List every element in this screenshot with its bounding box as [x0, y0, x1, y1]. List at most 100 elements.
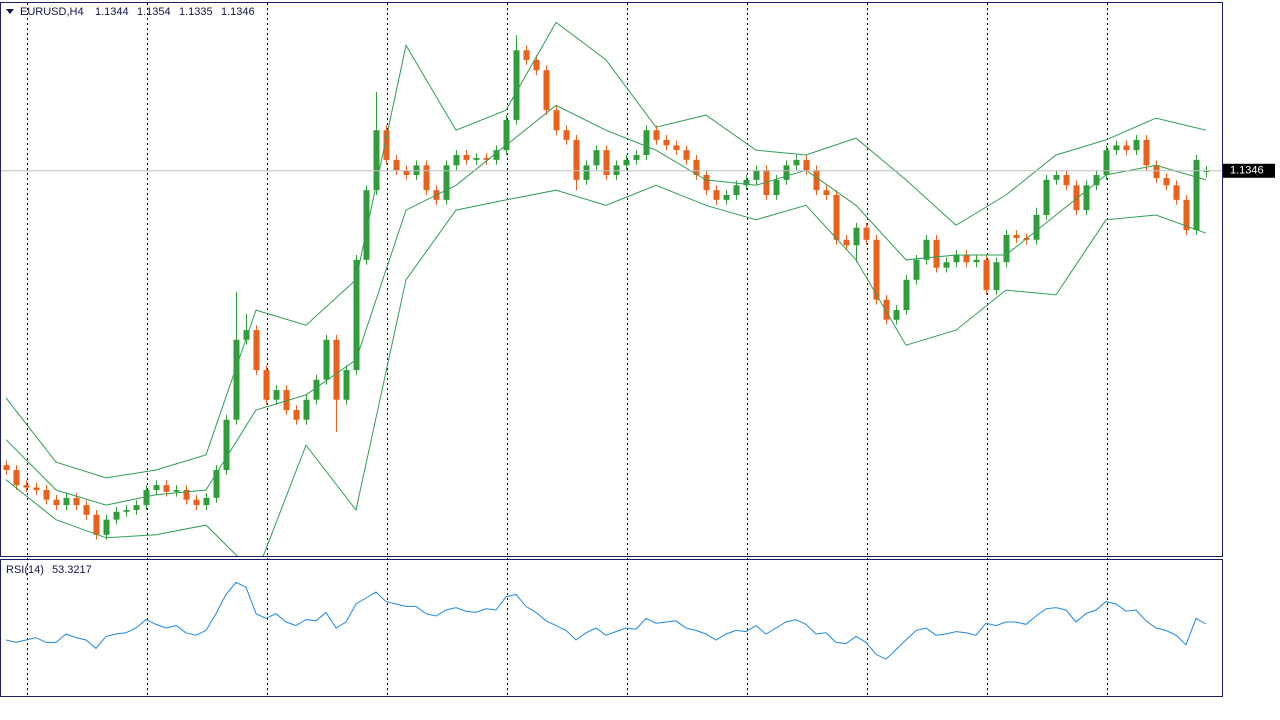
candle-body [753, 170, 760, 180]
candle-body [823, 190, 830, 196]
candle-body [353, 259, 360, 371]
candle-body [693, 159, 700, 176]
candle-body [943, 262, 950, 268]
candle-body [613, 165, 620, 176]
period-separators [27, 3, 1108, 696]
candle-body [333, 339, 340, 400]
candle-body [193, 499, 200, 506]
candle-body [493, 150, 500, 160]
axes-layer: 1.1346 [1223, 163, 1275, 178]
candle-body [213, 469, 220, 498]
candle-body [443, 165, 450, 200]
candle-body [863, 227, 870, 240]
rsi-value: 53.3217 [52, 564, 92, 576]
candle-body [293, 410, 300, 420]
candle-body [583, 165, 590, 180]
candle-body [883, 299, 890, 320]
candle-body [223, 419, 230, 470]
candle-body [623, 159, 630, 166]
candle-body [913, 259, 920, 280]
candle-body [1013, 234, 1020, 239]
candle-body [553, 110, 560, 131]
candle-body [503, 119, 510, 151]
candle-body [603, 150, 610, 176]
candle-body [1173, 185, 1180, 200]
last-price-label: 1.1346 [1230, 165, 1264, 177]
candle-body [1143, 139, 1150, 166]
candle-body [803, 159, 810, 171]
candle-body [973, 259, 980, 263]
candle-body [23, 485, 30, 488]
candle-body [323, 339, 330, 380]
candle-body [673, 145, 680, 151]
candle-body [273, 390, 280, 400]
candle-body [1163, 178, 1170, 186]
candle-body [153, 485, 160, 490]
candle-body [543, 70, 550, 111]
candle-body [643, 130, 650, 156]
rsi-name: RSI(14) [6, 564, 44, 576]
candle-body [683, 150, 690, 160]
candle-body [813, 170, 820, 191]
candle-body [1043, 179, 1050, 215]
candle-body [903, 279, 910, 311]
candle-body [1033, 214, 1040, 240]
price-layer [1, 21, 1222, 556]
candle-body [283, 390, 290, 411]
candle-body [63, 497, 70, 506]
candle-body [1183, 199, 1190, 231]
candle-body [423, 165, 430, 191]
candle-body [1123, 145, 1130, 151]
candle-body [33, 487, 40, 490]
candle-body [93, 514, 100, 535]
ohlc-close: 1.1346 [221, 6, 255, 18]
candle-body [743, 179, 750, 186]
candle-body [143, 489, 150, 506]
candle-body [13, 469, 20, 486]
candle-body [253, 330, 260, 371]
candle-body [773, 179, 780, 196]
rsi-frame [0, 559, 1223, 697]
candle-body [1073, 185, 1080, 211]
candle-body [563, 130, 570, 140]
candle-body [373, 130, 380, 191]
candle-body [703, 175, 710, 191]
candle-body [993, 262, 1000, 291]
bollinger-band [5, 104, 1207, 506]
candle-body [1133, 139, 1140, 151]
candle-body [263, 370, 270, 400]
candle-body [513, 50, 520, 120]
candle-body [53, 499, 60, 506]
candle-body [183, 489, 190, 500]
bollinger-band [5, 184, 1207, 556]
symbol: EURUSD,H4 [20, 6, 84, 18]
candle-body [953, 254, 960, 263]
candle-body [133, 505, 140, 510]
candle-body [413, 165, 420, 176]
candle-body [793, 159, 800, 166]
candle-body [713, 190, 720, 200]
candle-body [103, 519, 110, 535]
candle-body [483, 158, 490, 160]
candle-body [1083, 185, 1090, 211]
candle-body [1193, 159, 1200, 231]
candle-body [963, 254, 970, 263]
candle-body [243, 330, 250, 340]
candle-body [933, 239, 940, 268]
ohlc-open: 1.1344 [95, 6, 129, 18]
candle-body [313, 379, 320, 400]
candle-body [463, 155, 470, 160]
candle-body [523, 50, 530, 60]
candle-body [233, 339, 240, 420]
candle-body [383, 130, 390, 160]
candle-body [1203, 170, 1210, 172]
collapse-arrow [6, 9, 14, 14]
bollinger-band [5, 21, 1207, 479]
candle-body [1063, 175, 1070, 186]
candle-body [653, 130, 660, 140]
ohlc-low: 1.1335 [179, 6, 213, 18]
candle-body [633, 155, 640, 160]
